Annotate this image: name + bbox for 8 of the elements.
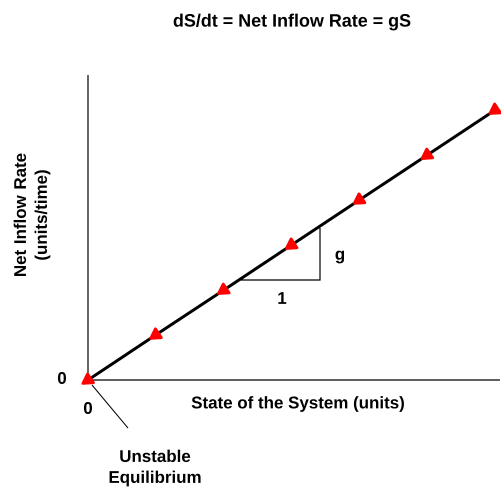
annotation: g <box>336 250 344 264</box>
chart-title: dS/dt = Net Inflow Rate = gS <box>174 14 410 30</box>
text: 0 <box>58 372 66 384</box>
annotation: 1 <box>278 292 286 304</box>
y-axis-title: Net Inflow Rate (units/time) <box>14 153 50 276</box>
x-axis-title: State of the System (units) <box>192 396 404 412</box>
text: Unstable Equilibrium <box>110 450 201 486</box>
text: 0 <box>84 402 92 414</box>
